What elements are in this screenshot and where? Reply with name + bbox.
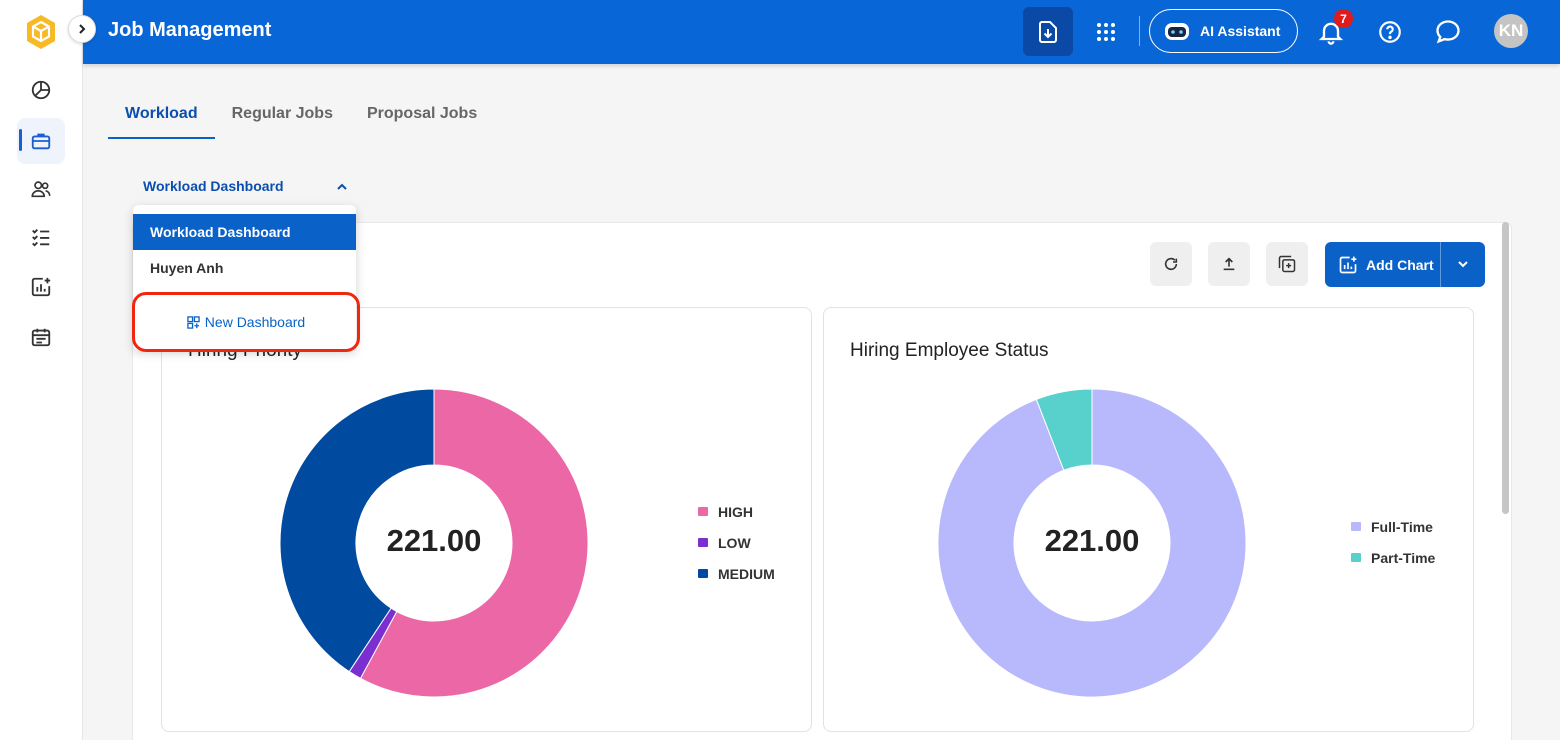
legend-item-full-time[interactable]: Full-Time [1351, 511, 1435, 542]
new-dashboard-label: New Dashboard [204, 314, 306, 330]
file-download-icon [1039, 20, 1057, 43]
legend-item-low[interactable]: LOW [698, 527, 775, 558]
chevron-up-icon [337, 183, 347, 190]
chevron-right-icon [79, 24, 86, 34]
page-title: Job Management [108, 19, 272, 41]
donut-slice-medium[interactable] [279, 388, 435, 673]
dashboard-selector[interactable]: Workload Dashboard [143, 176, 348, 196]
chart-center-value: 221.00 [1044, 523, 1140, 558]
checklist-icon [32, 229, 50, 247]
ai-assistant-label: AI Assistant [1200, 23, 1281, 39]
nav-analytics[interactable] [17, 67, 65, 113]
sidebar [0, 0, 83, 740]
apps-grid-icon[interactable] [1094, 20, 1118, 44]
users-icon [31, 181, 51, 198]
job-tabs: Workload Regular Jobs Proposal Jobs [108, 96, 494, 139]
briefcase-icon [31, 133, 51, 150]
legend-item-high[interactable]: HIGH [698, 496, 775, 527]
chart-add-icon [31, 277, 51, 297]
donut-slice-full-time[interactable] [937, 388, 1247, 698]
user-avatar[interactable]: KN [1494, 14, 1528, 48]
legend-item-part-time[interactable]: Part-Time [1351, 542, 1435, 573]
upload-icon [1223, 257, 1235, 271]
donut-slice-part-time[interactable] [1035, 388, 1093, 471]
chart-center-value: 221.00 [386, 523, 482, 558]
legend-swatch [698, 538, 708, 547]
download-button[interactable] [1023, 7, 1073, 56]
hiring-priority-donut [279, 388, 589, 698]
notification-badge: 7 [1334, 9, 1353, 28]
dashboard-selector-value: Workload Dashboard [143, 178, 284, 194]
nav-calendar[interactable] [17, 314, 65, 360]
nav-reports[interactable] [17, 264, 65, 310]
add-chart-dropdown[interactable] [1441, 242, 1485, 287]
legend-label: HIGH [718, 503, 753, 520]
chevron-down-icon [1458, 260, 1468, 267]
nav-jobs[interactable] [17, 118, 65, 164]
legend-label: LOW [718, 534, 751, 551]
copy-add-icon [1278, 255, 1296, 273]
new-dashboard-button[interactable]: New Dashboard [132, 292, 360, 352]
tab-proposal-jobs[interactable]: Proposal Jobs [366, 105, 478, 122]
ai-assistant-button[interactable]: AI Assistant [1149, 9, 1298, 53]
chart-legend: HIGH LOW MEDIUM [698, 496, 775, 589]
legend-swatch [698, 507, 708, 516]
legend-item-medium[interactable]: MEDIUM [698, 558, 775, 589]
employee-status-donut [937, 388, 1247, 698]
chart-card-hiring-priority: Hiring Priority 221.00 HIGH LOW MEDIUM [161, 307, 812, 732]
add-chart-button[interactable]: Add Chart [1325, 242, 1485, 287]
nav-tasks[interactable] [17, 214, 65, 260]
legend-label: MEDIUM [718, 565, 775, 582]
refresh-icon [1164, 257, 1178, 271]
nav-people[interactable] [17, 166, 65, 212]
chart-legend: Full-Time Part-Time [1351, 511, 1435, 573]
chat-icon[interactable] [1434, 18, 1462, 46]
scrollbar[interactable] [1502, 222, 1509, 514]
dropdown-option-workload-dashboard[interactable]: Workload Dashboard [133, 214, 356, 250]
top-header: Job Management AI Assistant 7 KN [83, 0, 1560, 64]
add-chart-label: Add Chart [1366, 256, 1434, 273]
help-icon[interactable] [1377, 19, 1403, 45]
legend-label: Full-Time [1371, 518, 1433, 535]
duplicate-button[interactable] [1266, 242, 1308, 286]
app-logo[interactable] [25, 14, 57, 50]
legend-swatch [698, 569, 708, 578]
dropdown-option-huyen-anh[interactable]: Huyen Anh [150, 260, 224, 276]
legend-swatch [1351, 553, 1361, 562]
chart-card-employee-status: Hiring Employee Status 221.00 Full-Time … [823, 307, 1474, 732]
add-chart-main[interactable]: Add Chart [1325, 242, 1441, 287]
sidebar-expand-button[interactable] [68, 15, 96, 43]
chart-title: Hiring Employee Status [850, 340, 1049, 361]
legend-swatch [1351, 522, 1361, 531]
legend-label: Part-Time [1371, 549, 1436, 566]
calendar-icon [31, 328, 51, 347]
header-divider [1139, 16, 1140, 46]
dashboard-add-icon [187, 315, 200, 329]
tab-regular-jobs[interactable]: Regular Jobs [231, 105, 333, 122]
bell-icon[interactable] [1317, 18, 1345, 46]
share-button[interactable] [1208, 242, 1250, 286]
refresh-button[interactable] [1150, 242, 1192, 286]
chart-add-icon [1339, 256, 1357, 273]
robot-icon [1165, 23, 1189, 40]
pie-chart-icon [31, 80, 51, 100]
donut-slice-high[interactable] [359, 388, 589, 698]
tab-workload[interactable]: Workload [108, 96, 215, 139]
dashboard-dropdown-menu: Workload Dashboard Huyen Anh [133, 205, 356, 350]
